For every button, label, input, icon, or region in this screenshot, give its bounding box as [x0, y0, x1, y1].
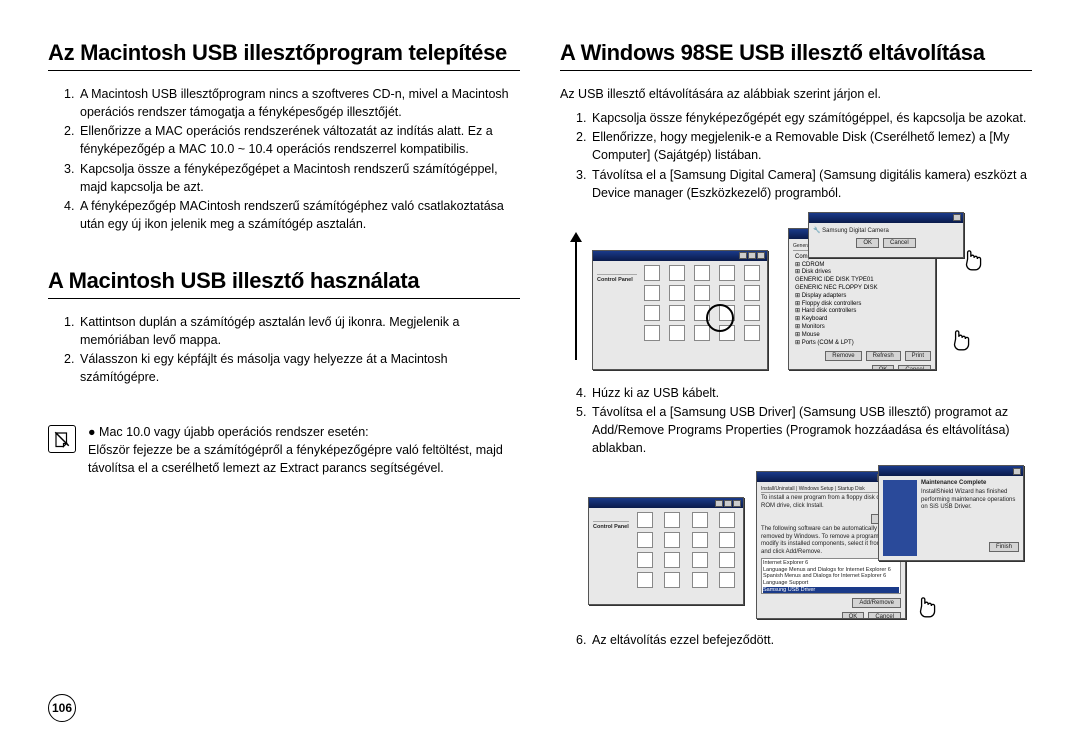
arrow-up-icon [570, 232, 582, 360]
screenshot-cluster-1: Control Panel G [588, 212, 1028, 374]
step: Távolítsa el a [Samsung Digital Camera] … [592, 166, 1032, 202]
step: Húzz ki az USB kábelt. [592, 384, 1032, 402]
cancel-button[interactable]: Cancel [898, 365, 931, 368]
cancel-button[interactable]: Cancel [868, 612, 901, 618]
pointer-hand-icon [948, 326, 974, 352]
note-icon [48, 425, 76, 453]
intro-text: Az USB illesztő eltávolítására az alábbi… [560, 85, 1032, 103]
step: Az eltávolítás ezzel befejeződött. [592, 631, 1032, 649]
control-panel-window: Control Panel [592, 250, 768, 370]
win-steps-1: 1.Kapcsolja össze fényképezőgépét egy sz… [560, 109, 1032, 202]
control-panel-window: Control Panel [588, 497, 744, 605]
step: Kapcsolja össze a fényképezőgépet a Maci… [80, 160, 520, 196]
highlight-circle-icon [706, 304, 734, 332]
step: Ellenőrizze a MAC operációs rendszerének… [80, 122, 520, 158]
win-steps-3: 6.Az eltávolítás ezzel befejeződött. [560, 631, 1032, 649]
step: Kapcsolja össze fényképezőgépét egy szám… [592, 109, 1032, 127]
remove-button[interactable]: Remove [825, 351, 861, 361]
print-button[interactable]: Print [905, 351, 931, 361]
ok-button[interactable]: OK [856, 238, 879, 248]
wizard-window: Maintenance Complete InstallShield Wizar… [878, 465, 1024, 561]
step: Válasszon ki egy képfájlt és másolja vag… [80, 350, 520, 386]
win-steps-2: 4.Húzz ki az USB kábelt. 5.Távolítsa el … [560, 384, 1032, 458]
heading-win98-remove: A Windows 98SE USB illesztő eltávolítása [560, 40, 1032, 71]
step: A fényképezőgép MACintosh rendszerű szám… [80, 197, 520, 233]
heading-mac-install: Az Macintosh USB illesztőprogram telepít… [48, 40, 520, 71]
ok-button[interactable]: OK [872, 365, 895, 368]
heading-mac-use: A Macintosh USB illesztő használata [48, 268, 520, 299]
step: Ellenőrizze, hogy megjelenik-e a Removab… [592, 128, 1032, 164]
refresh-button[interactable]: Refresh [866, 351, 901, 361]
add-remove-button[interactable]: Add/Remove [852, 598, 901, 608]
note-block: ● Mac 10.0 vagy újabb operációs rendszer… [48, 423, 520, 477]
note-lead: Mac 10.0 vagy újabb operációs rendszer e… [99, 425, 369, 439]
step: Távolítsa el a [Samsung USB Driver] (Sam… [592, 403, 1032, 457]
finish-button[interactable]: Finish [989, 542, 1019, 552]
page-number: 106 [48, 694, 76, 722]
note-body: Először fejezze be a számítógépről a fén… [88, 443, 503, 475]
mac-install-steps: 1.A Macintosh USB illesztőprogram nincs … [48, 85, 520, 233]
mac-use-steps: 1.Kattintson duplán a számítógép asztalá… [48, 313, 520, 387]
pointer-hand-icon [914, 593, 940, 619]
ok-button[interactable]: OK [842, 612, 865, 618]
left-column: Az Macintosh USB illesztőprogram telepít… [48, 40, 520, 650]
program-list: Internet Explorer 6 Language Menus and D… [761, 558, 901, 594]
confirm-dialog: 🔧 Samsung Digital Camera OK Cancel [808, 212, 964, 258]
cancel-button[interactable]: Cancel [883, 238, 916, 248]
pointer-hand-icon [960, 246, 986, 272]
step: Kattintson duplán a számítógép asztalán … [80, 313, 520, 349]
step: A Macintosh USB illesztőprogram nincs a … [80, 85, 520, 121]
cp-label: Control Panel [597, 277, 633, 283]
screenshot-cluster-2: Control Panel Install/ [588, 465, 1028, 623]
right-column: A Windows 98SE USB illesztő eltávolítása… [560, 40, 1032, 650]
